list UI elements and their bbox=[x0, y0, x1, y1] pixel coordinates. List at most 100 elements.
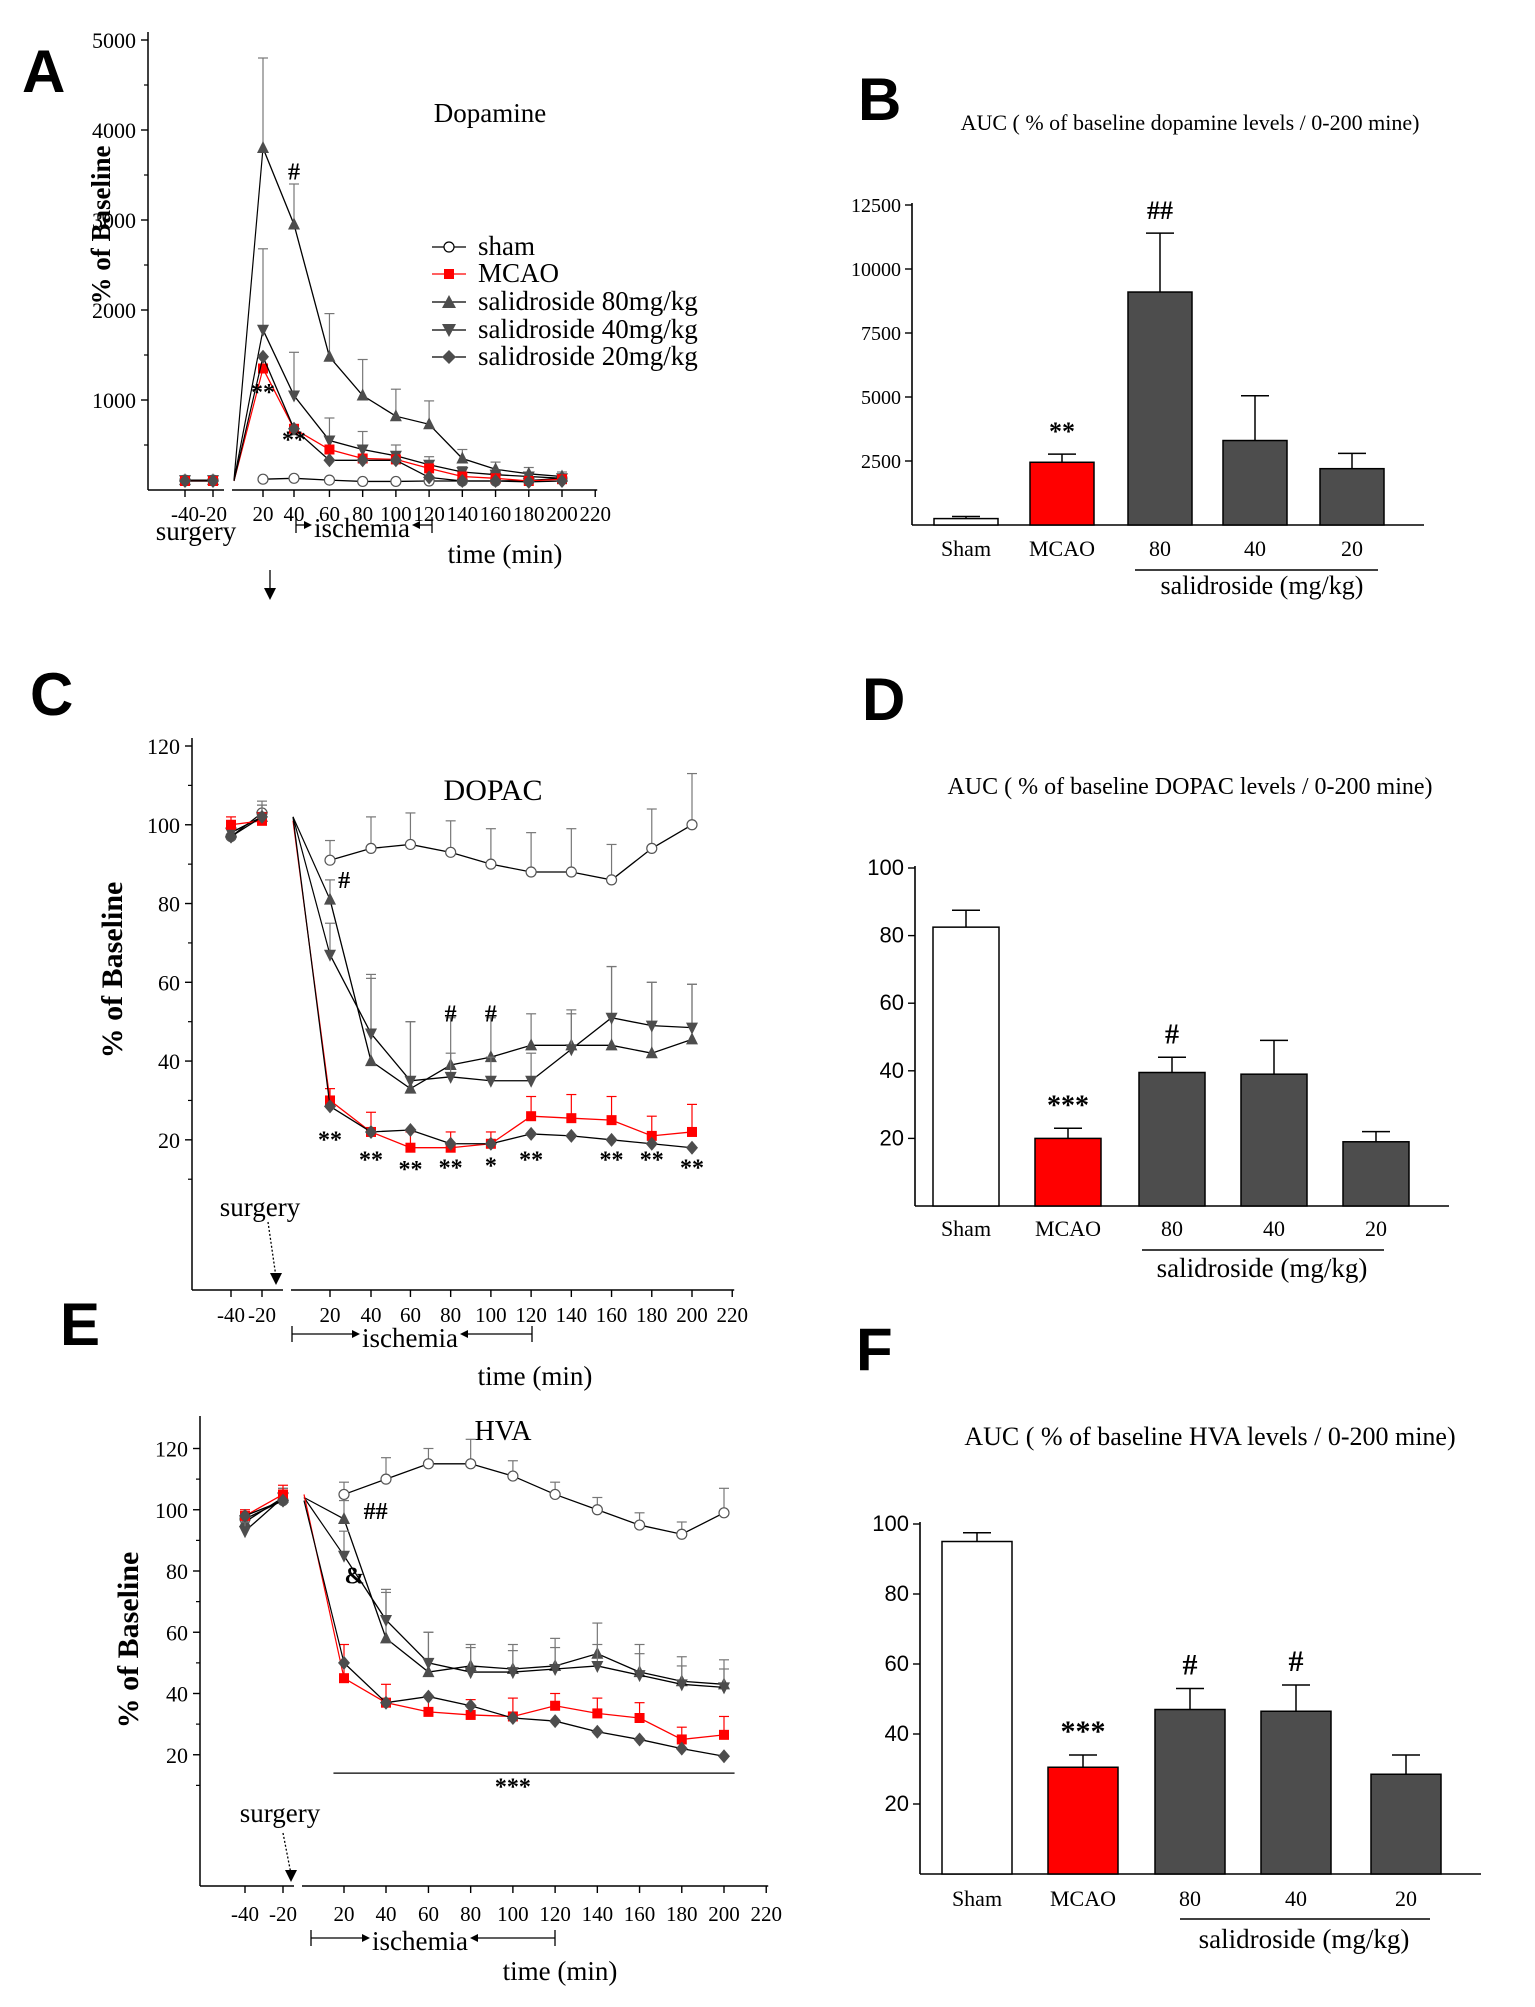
category-label-sham: Sham bbox=[952, 1886, 1002, 1911]
significance-mark: ** bbox=[318, 1128, 342, 1154]
significance-mark: ## bbox=[364, 1499, 388, 1525]
significance-mark: ** bbox=[251, 380, 275, 406]
data-point-salidroside-20mg-kg bbox=[288, 421, 300, 436]
data-point-salidroside-80mg-kg bbox=[422, 1665, 435, 1678]
y-tick-label-80: 80 bbox=[166, 1559, 188, 1584]
surgery-arrow-head bbox=[270, 1273, 282, 1285]
category-label-sham: Sham bbox=[941, 1216, 991, 1241]
category-label-20: 20 bbox=[1341, 536, 1363, 561]
ischemia-arrow-right bbox=[362, 1934, 370, 1942]
series-line-pre bbox=[244, 1493, 284, 1517]
data-point-mcao bbox=[550, 1700, 561, 1711]
data-point-mcao bbox=[258, 363, 268, 374]
data-point-salidroside-20mg-kg bbox=[464, 1698, 477, 1713]
series-drop-line bbox=[292, 816, 331, 955]
data-point-mcao bbox=[606, 1115, 617, 1126]
y-tick-label-120: 120 bbox=[147, 734, 180, 759]
data-point-sham bbox=[422, 1458, 435, 1470]
bar-40 bbox=[1222, 439, 1288, 526]
series-salidroside-20mg-kg bbox=[225, 809, 698, 1155]
data-point-salidroside-20mg-kg bbox=[324, 1099, 336, 1114]
series-line-post bbox=[329, 1105, 693, 1149]
data-point-salidroside-20mg-kg bbox=[277, 1493, 289, 1508]
data-point-sham bbox=[605, 874, 618, 886]
legend-label-s20: salidroside 20mg/kg bbox=[478, 341, 698, 371]
significance-mark: *** bbox=[495, 1775, 531, 1801]
data-point-salidroside-80mg-kg bbox=[686, 1032, 698, 1045]
data-point-sham bbox=[485, 858, 497, 870]
data-point-sham bbox=[507, 1470, 519, 1482]
x-tick-label-80: 80 bbox=[460, 1902, 481, 1926]
x-tick-label-80: 80 bbox=[352, 502, 373, 526]
series-mcao bbox=[226, 812, 697, 1153]
data-point-salidroside-40mg-kg bbox=[591, 1660, 604, 1673]
data-point-salidroside-40mg-kg bbox=[484, 1075, 497, 1088]
legend-item-s80: salidroside 80mg/kg bbox=[432, 286, 698, 316]
chart-title: AUC ( % of baseline dopamine levels / 0-… bbox=[961, 110, 1420, 135]
data-point-salidroside-40mg-kg bbox=[380, 1615, 392, 1627]
data-point-salidroside-80mg-kg bbox=[605, 1038, 618, 1051]
x-tick-label-40: -40 bbox=[217, 1303, 245, 1327]
x-axis-label: time (min) bbox=[448, 539, 563, 569]
y-tick-label-120: 120 bbox=[155, 1437, 188, 1462]
data-point-salidroside-20mg-kg bbox=[686, 1140, 698, 1155]
data-point-salidroside-80mg-kg bbox=[380, 1631, 392, 1644]
bar-sham bbox=[932, 926, 1000, 1207]
group-label: salidroside (mg/kg) bbox=[1161, 571, 1364, 600]
data-point-salidroside-80mg-kg bbox=[525, 1038, 538, 1051]
panel-letter-a: A bbox=[22, 38, 65, 105]
series-line-post bbox=[262, 329, 563, 479]
series-line-post bbox=[343, 1677, 725, 1741]
significance-mark: ** bbox=[398, 1157, 422, 1183]
data-point-salidroside-20mg-kg bbox=[404, 1122, 417, 1137]
y-tick-label-3000: 3000 bbox=[92, 208, 136, 233]
data-point-salidroside-20mg-kg bbox=[422, 1689, 435, 1704]
significance-mark: ** bbox=[359, 1147, 383, 1173]
y-tick-label-80: 80 bbox=[885, 1581, 909, 1606]
series-salidroside-40mg-kg bbox=[239, 1487, 730, 1695]
category-label-80: 80 bbox=[1149, 536, 1171, 561]
series-mcao bbox=[240, 1484, 729, 1745]
x-tick-label-20: -20 bbox=[199, 502, 227, 526]
series-salidroside-20mg-kg bbox=[179, 349, 568, 489]
panel-letter-c: C bbox=[30, 661, 73, 728]
series-drop-line bbox=[233, 329, 264, 481]
x-tick-label-220: 220 bbox=[750, 1902, 782, 1926]
bar-20 bbox=[1342, 1141, 1410, 1207]
data-point-mcao bbox=[526, 1111, 537, 1122]
legend-item-s20: salidroside 20mg/kg bbox=[432, 341, 698, 371]
data-point-salidroside-20mg-kg bbox=[549, 1714, 562, 1729]
category-label-sham: Sham bbox=[941, 536, 991, 561]
y-axis-label: % of Baseline bbox=[86, 145, 116, 304]
panel-letter-f: F bbox=[856, 1316, 893, 1383]
significance-mark: # bbox=[338, 868, 350, 894]
series-line-post bbox=[343, 1463, 725, 1535]
y-tick-label-100: 100 bbox=[867, 855, 904, 880]
chart-dopac-auc: AUC ( % of baseline DOPAC levels / 0-200… bbox=[867, 774, 1449, 1283]
data-point-salidroside-20mg-kg bbox=[338, 1655, 350, 1670]
data-point-sham bbox=[549, 1488, 561, 1501]
legend-label-s80: salidroside 80mg/kg bbox=[478, 286, 698, 316]
x-tick-label-160: 160 bbox=[624, 1902, 656, 1926]
data-point-salidroside-20mg-kg bbox=[522, 474, 535, 489]
data-point-salidroside-80mg-kg bbox=[323, 349, 336, 362]
x-tick-label-40: 40 bbox=[376, 1902, 397, 1926]
legend-item-sham: sham bbox=[432, 231, 535, 261]
series-line-post bbox=[343, 1662, 725, 1757]
x-tick-label-200: 200 bbox=[708, 1902, 740, 1926]
ischemia-arrow-right bbox=[352, 1330, 360, 1338]
bar-20 bbox=[1370, 1773, 1442, 1875]
x-axis-label: time (min) bbox=[503, 1956, 618, 1986]
data-point-salidroside-20mg-kg bbox=[633, 1732, 646, 1747]
x-tick-label-200: 200 bbox=[676, 1303, 708, 1327]
series-line-post bbox=[343, 1555, 725, 1689]
x-tick-label-20: 20 bbox=[253, 502, 274, 526]
series-sham bbox=[239, 1438, 730, 1540]
data-point-mcao bbox=[646, 1130, 657, 1141]
data-point-salidroside-40mg-kg bbox=[323, 435, 336, 448]
data-point-salidroside-40mg-kg bbox=[633, 1670, 646, 1683]
bar-80 bbox=[1138, 1071, 1206, 1207]
data-point-salidroside-20mg-kg bbox=[257, 349, 269, 364]
ischemia-label: ischemia bbox=[362, 1323, 458, 1353]
